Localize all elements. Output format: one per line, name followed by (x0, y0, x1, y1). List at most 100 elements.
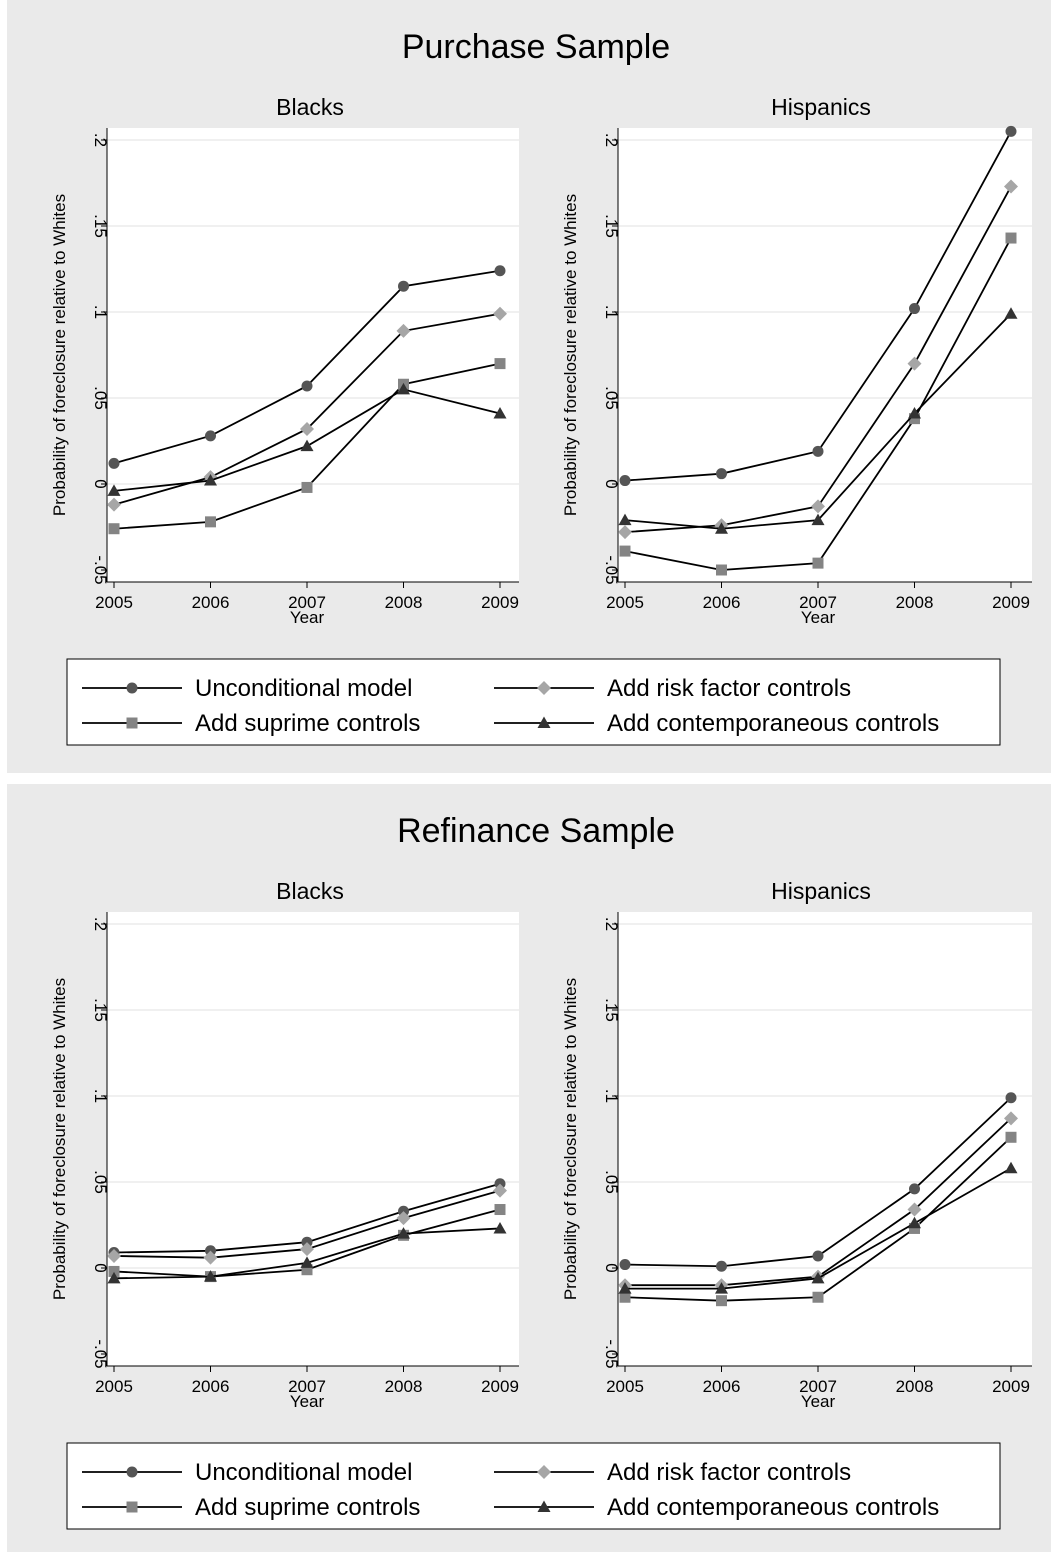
x-tick-label: 2006 (703, 1377, 741, 1396)
y-tick-label: .2 (91, 133, 110, 147)
data-point (909, 1183, 920, 1195)
data-point (812, 445, 824, 457)
legend-label: Add contemporaneous controls (607, 710, 939, 737)
y-tick-label: 0 (91, 1263, 110, 1272)
refinance-sample-chart: Refinance Sample Blacks -.05 0 .05 .1 .15 .2 200… (50, 812, 1032, 1530)
series-add-risk-factor-controls (107, 306, 507, 512)
x-axis-label: Year (801, 608, 836, 627)
subplot-title: Blacks (276, 878, 344, 904)
legend-label: Unconditional model (195, 1459, 412, 1486)
data-point (618, 525, 632, 540)
y-tick-label: .1 (602, 305, 621, 319)
x-tick-label: 2006 (192, 1377, 230, 1396)
y-tick-label: .1 (91, 305, 110, 319)
y-tick-label: .2 (91, 917, 110, 931)
legend-label: Add suprime controls (195, 1494, 420, 1521)
data-point (715, 1282, 728, 1294)
data-point (715, 522, 728, 534)
y-tick-label: 0 (91, 479, 110, 488)
x-tick-label: 2005 (95, 1377, 133, 1396)
y-tick-label: .1 (91, 1089, 110, 1103)
legend-marker (537, 681, 551, 695)
data-point (1005, 125, 1017, 137)
y-tick-label: .15 (91, 998, 110, 1022)
y-tick-label: .05 (602, 1170, 621, 1194)
legend-label: Unconditional model (195, 675, 412, 702)
data-point (493, 406, 507, 419)
y-tick-label: .1 (602, 1089, 621, 1103)
x-tick-label: 2008 (896, 593, 934, 612)
legend-marker (126, 717, 138, 729)
data-point (300, 1256, 314, 1268)
data-point (716, 468, 727, 480)
x-tick-label: 2009 (992, 1377, 1030, 1396)
legend-item-unconditional-model: Unconditional model (82, 675, 412, 702)
data-point (204, 474, 217, 486)
x-tick-label: 2009 (992, 593, 1030, 612)
series-add-contemporaneous-controls (107, 1221, 507, 1284)
legend-marker (126, 682, 138, 694)
y-tick-label: -.05 (602, 1339, 621, 1368)
legend-item-add-risk-factor-controls: Add risk factor controls (494, 675, 851, 702)
legend-label: Add suprime controls (195, 710, 420, 737)
hispanics-subplot: Hispanics -.05 0 .05 .1 .15 .2 2005 2006 2007 2008… (561, 878, 1032, 1411)
data-point (909, 303, 920, 315)
data-point (107, 484, 121, 496)
series-add-contemporaneous-controls (618, 1161, 1018, 1294)
data-point (204, 1270, 217, 1282)
series-add-suprime-controls (619, 232, 1017, 576)
data-point (300, 1242, 314, 1257)
legend-item-add-suprime-controls: Add suprime controls (82, 1494, 420, 1521)
data-point (811, 1271, 825, 1284)
y-tick-label: .15 (602, 998, 621, 1022)
data-point (493, 1183, 507, 1198)
data-point (812, 1250, 824, 1262)
y-tick-label: -.05 (91, 555, 110, 584)
legend-label: Add contemporaneous controls (607, 1494, 939, 1521)
data-point (300, 439, 314, 452)
legend-item-add-suprime-controls: Add suprime controls (82, 710, 420, 737)
data-point (812, 557, 824, 569)
series-add-contemporaneous-controls (107, 382, 507, 496)
data-point (107, 1271, 121, 1284)
subplot-title: Hispanics (771, 878, 871, 904)
data-point (1004, 307, 1018, 319)
legend-item-add-risk-factor-controls: Add risk factor controls (494, 1459, 851, 1486)
legend-marker (126, 1501, 138, 1513)
plot-area (107, 912, 519, 1366)
data-point (908, 1216, 921, 1229)
data-point (205, 430, 216, 442)
hispanics-subplot: Hispanics -.05 0 .05 .1 .15 .2 2005 2006 2007 2008… (561, 94, 1032, 627)
data-point (618, 513, 632, 526)
data-point (1005, 232, 1017, 244)
data-point (1004, 179, 1018, 194)
blacks-subplot: Blacks -.05 0 .05 .1 .15 .2 2005 2006 2007 2008 200… (50, 94, 519, 627)
data-point (716, 564, 727, 576)
data-point (619, 475, 631, 487)
x-tick-label: 2008 (385, 593, 423, 612)
y-tick-label: .2 (602, 133, 621, 147)
data-point (203, 1250, 218, 1265)
legend-box (66, 658, 1001, 746)
data-point (907, 1202, 922, 1217)
data-point (716, 1260, 727, 1272)
data-point (494, 358, 506, 370)
data-point (397, 382, 410, 395)
x-axis-label: Year (801, 1392, 836, 1411)
legend-item-unconditional-model: Unconditional model (82, 1459, 412, 1486)
data-point (301, 380, 313, 392)
data-point (909, 1222, 920, 1234)
data-point (811, 499, 825, 514)
y-axis-label: Probability of foreclosure relative to W… (561, 978, 580, 1300)
data-point (618, 1282, 632, 1294)
y-axis-label: Probability of foreclosure relative to W… (50, 978, 69, 1300)
x-tick-label: 2005 (606, 593, 644, 612)
data-point (1005, 1131, 1017, 1143)
y-tick-label: .05 (91, 386, 110, 410)
x-tick-label: 2009 (481, 1377, 519, 1396)
data-point (396, 323, 411, 338)
legend: Unconditional model Add risk factor contr… (66, 658, 1001, 746)
y-tick-label: .05 (91, 1170, 110, 1194)
x-tick-label: 2005 (606, 1377, 644, 1396)
blacks-subplot: Blacks -.05 0 .05 .1 .15 .2 2005 2006 2007 2008 200… (50, 878, 519, 1411)
